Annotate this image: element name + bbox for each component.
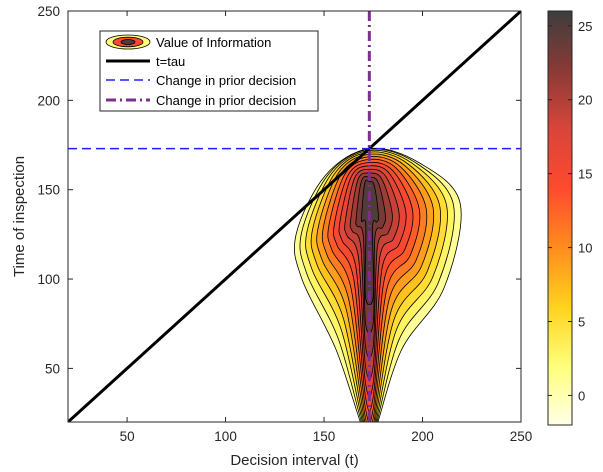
legend-contour-icon-core (120, 39, 136, 45)
colorbar: 0 5 10 15 20 25 (547, 10, 592, 426)
legend: Value of Information t=tau Change in prior… (99, 30, 319, 112)
y-tick-label: 250 (37, 4, 60, 19)
x-tick-label: 200 (411, 429, 434, 444)
y-tick-label: 150 (37, 183, 60, 198)
colorbar-tick-label: 20 (578, 93, 592, 108)
legend-label-2: Change in prior decision (156, 73, 296, 88)
colorbar-tick-label: 10 (578, 241, 592, 256)
x-tick-label: 50 (120, 429, 135, 444)
x-tick-label: 100 (214, 429, 237, 444)
colorbar-tick-label: 25 (578, 19, 592, 34)
x-tick-label: 250 (510, 429, 533, 444)
axes: 50 100 150 200 250 50 100 150 200 250 Decision int… (11, 4, 532, 469)
colorbar-tick-label: 0 (578, 388, 585, 403)
x-tick-label: 150 (313, 429, 336, 444)
x-axis-label: Decision interval (t) (230, 452, 358, 469)
y-axis-label: Time of inspection (11, 156, 28, 277)
axes-box (67, 10, 522, 423)
y-tick-label: 200 (37, 93, 60, 108)
legend-label-3: Change in prior decision (156, 93, 296, 108)
y-tick-label: 50 (45, 361, 60, 376)
colorbar-tick-label: 15 (578, 167, 592, 182)
legend-label-1: t=tau (156, 54, 185, 69)
colorbar-tick-label: 5 (578, 315, 585, 330)
y-tick-label: 100 (37, 272, 60, 287)
series-t-equals-tau (68, 11, 521, 422)
colorbar-gradient (547, 10, 573, 426)
legend-label-0: Value of Information (156, 35, 271, 50)
